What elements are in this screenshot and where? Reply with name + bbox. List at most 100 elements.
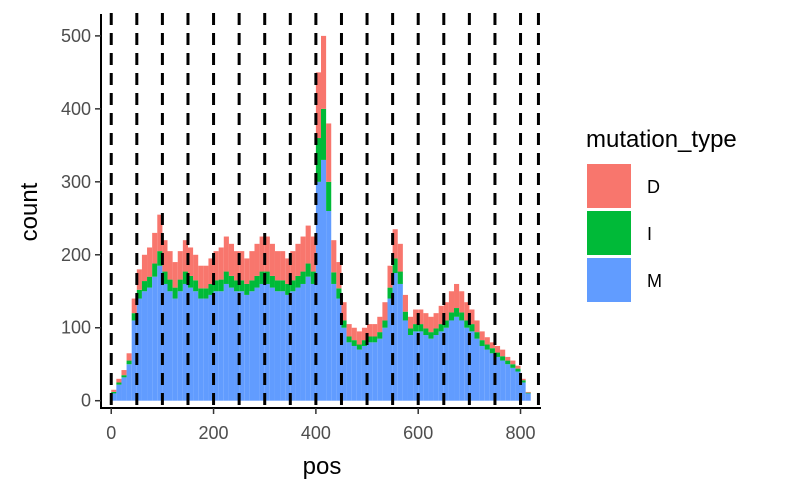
bar-I-655 bbox=[443, 320, 449, 328]
bar-D-435 bbox=[331, 240, 337, 273]
bar-I-285 bbox=[254, 275, 260, 288]
bar-I-305 bbox=[264, 271, 270, 284]
bar-I-535 bbox=[382, 320, 388, 328]
bar-I-745 bbox=[489, 348, 495, 354]
bar-M-305 bbox=[264, 283, 270, 401]
reference-lines bbox=[109, 13, 540, 407]
bar-D-545 bbox=[387, 265, 393, 288]
bar-D-165 bbox=[193, 254, 199, 281]
bar-I-355 bbox=[290, 280, 296, 292]
bar-M-675 bbox=[454, 316, 460, 401]
bar-I-135 bbox=[177, 279, 183, 292]
bar-M-365 bbox=[295, 287, 301, 401]
x-tick-label-800: 800 bbox=[506, 423, 536, 443]
bar-I-695 bbox=[464, 320, 470, 328]
bar-D-815 bbox=[525, 391, 531, 393]
bar-I-255 bbox=[239, 280, 245, 292]
y-axis-title: count bbox=[16, 182, 43, 241]
bar-M-285 bbox=[254, 287, 260, 401]
x-tick-label-600: 600 bbox=[403, 423, 433, 443]
y-tick-label-400: 400 bbox=[61, 99, 91, 119]
bar-D-115 bbox=[167, 251, 173, 280]
y-tick-label-500: 500 bbox=[61, 26, 91, 46]
bar-D-185 bbox=[203, 265, 209, 289]
bar-D-615 bbox=[423, 313, 429, 329]
bar-D-225 bbox=[223, 236, 229, 272]
bar-M-225 bbox=[223, 283, 229, 401]
x-tick-label-0: 0 bbox=[106, 423, 116, 443]
bar-D-205 bbox=[213, 251, 219, 281]
bar-I-805 bbox=[520, 380, 526, 383]
bar-M-805 bbox=[520, 382, 526, 401]
legend-key-I bbox=[587, 211, 631, 255]
bar-I-475 bbox=[351, 340, 357, 346]
bar-M-335 bbox=[280, 291, 286, 401]
bar-M-685 bbox=[459, 320, 465, 401]
bar-D-135 bbox=[177, 251, 183, 280]
bar-D-715 bbox=[474, 320, 480, 333]
bar-D-695 bbox=[464, 302, 470, 321]
bar-D-645 bbox=[438, 305, 444, 325]
bar-D-585 bbox=[407, 316, 414, 329]
bar-M-165 bbox=[193, 291, 199, 401]
bar-D-5 bbox=[111, 389, 117, 392]
bar-M-745 bbox=[489, 353, 495, 401]
bar-I-105 bbox=[162, 271, 168, 284]
bar-M-205 bbox=[213, 291, 219, 401]
bar-I-505 bbox=[367, 336, 373, 343]
bar-M-585 bbox=[407, 335, 414, 401]
bar-I-685 bbox=[459, 312, 465, 321]
bar-M-325 bbox=[274, 291, 281, 401]
bar-M-785 bbox=[510, 367, 516, 401]
bar-D-785 bbox=[510, 360, 516, 365]
bar-M-35 bbox=[126, 364, 132, 401]
bar-I-725 bbox=[479, 340, 485, 346]
bar-I-605 bbox=[418, 324, 424, 332]
y-tick-label-0: 0 bbox=[81, 391, 91, 411]
bar-I-15 bbox=[116, 382, 122, 385]
bar-I-265 bbox=[244, 283, 250, 295]
bar-M-605 bbox=[418, 331, 424, 401]
bar-D-445 bbox=[336, 262, 342, 289]
bar-M-5 bbox=[111, 393, 117, 401]
bar-M-295 bbox=[259, 283, 265, 401]
bar-M-25 bbox=[121, 377, 127, 401]
bar-D-75 bbox=[147, 247, 153, 277]
bar-M-665 bbox=[448, 320, 455, 401]
bar-D-475 bbox=[351, 327, 357, 341]
bar-I-455 bbox=[341, 320, 347, 328]
bar-M-115 bbox=[167, 291, 173, 401]
bar-M-625 bbox=[428, 338, 434, 401]
bar-D-235 bbox=[228, 243, 235, 276]
bar-I-175 bbox=[198, 288, 204, 299]
bar-D-515 bbox=[372, 324, 378, 337]
bar-M-345 bbox=[285, 294, 291, 401]
bar-D-55 bbox=[136, 269, 142, 290]
bar-I-115 bbox=[167, 279, 173, 292]
bar-D-795 bbox=[515, 365, 521, 369]
bar-D-655 bbox=[443, 302, 449, 321]
bar-M-385 bbox=[305, 276, 311, 401]
bar-M-125 bbox=[172, 298, 178, 401]
bar-D-625 bbox=[428, 316, 434, 333]
bar-I-45 bbox=[131, 313, 137, 321]
bar-M-775 bbox=[505, 364, 511, 401]
bar-I-25 bbox=[121, 375, 127, 378]
bar-I-415 bbox=[321, 108, 327, 160]
bar-M-355 bbox=[290, 291, 296, 401]
bar-M-245 bbox=[234, 291, 240, 401]
bar-I-325 bbox=[274, 280, 281, 292]
bar-I-495 bbox=[361, 340, 368, 346]
bar-I-545 bbox=[387, 287, 393, 299]
bar-I-525 bbox=[377, 332, 383, 339]
bar-D-605 bbox=[418, 309, 424, 325]
y-tick-label-300: 300 bbox=[61, 172, 91, 192]
bar-D-375 bbox=[300, 236, 306, 272]
bar-M-195 bbox=[208, 294, 214, 401]
bar-I-775 bbox=[505, 360, 511, 365]
bar-I-75 bbox=[147, 276, 153, 288]
bar-D-705 bbox=[469, 309, 475, 325]
bar-I-405 bbox=[315, 138, 321, 182]
bar-I-275 bbox=[249, 280, 255, 292]
bar-M-635 bbox=[433, 335, 439, 401]
